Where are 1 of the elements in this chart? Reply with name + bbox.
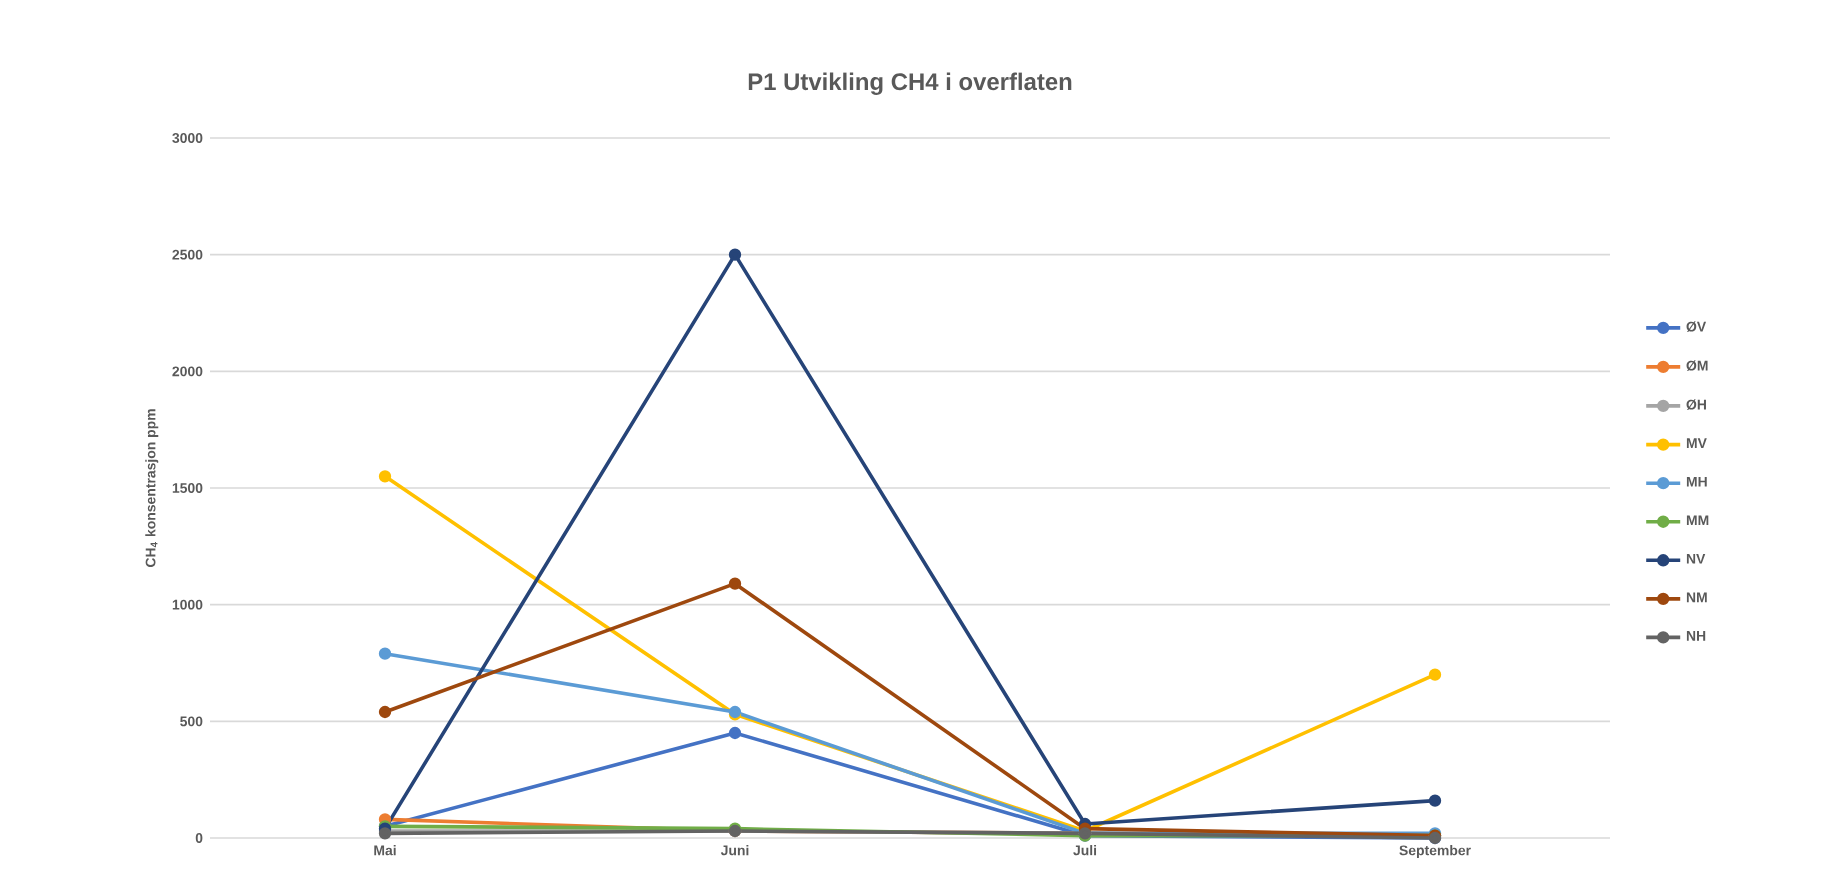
chart-title: P1 Utvikling CH4 i overflaten [748,72,1072,95]
